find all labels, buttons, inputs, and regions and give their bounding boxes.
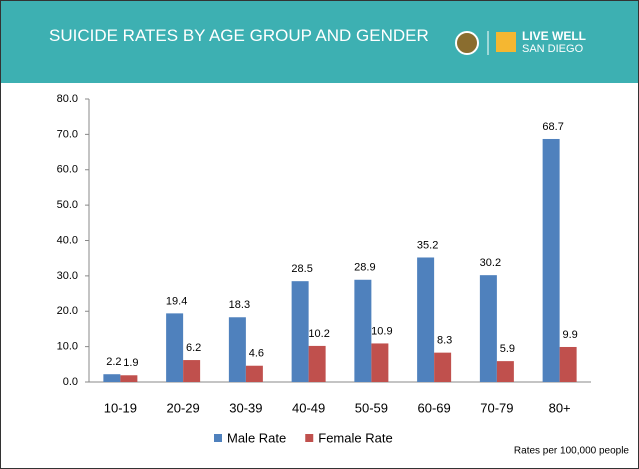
data-label: 6.2 [186,342,201,354]
bar [371,343,389,382]
data-label: 10.9 [371,325,392,337]
legend-swatch [214,434,222,442]
bar [120,375,138,382]
bar [291,281,309,382]
data-label: 4.6 [249,348,264,360]
logo-icon [496,32,516,52]
data-label: 9.9 [562,329,577,341]
bar [228,317,246,382]
data-label: 5.9 [500,343,515,355]
y-tick-label: 10.0 [57,341,78,353]
y-tick-label: 50.0 [57,199,78,211]
y-tick-label: 20.0 [57,305,78,317]
bar [103,374,121,382]
bar [308,345,326,382]
bar [542,138,560,382]
data-label: 8.3 [437,335,452,347]
bar [166,313,184,382]
bar [354,279,372,382]
bar [417,257,435,382]
bar [496,361,514,382]
legend-label: Male Rate [227,430,286,445]
x-tick-label: 60-69 [418,400,451,415]
y-tick-label: 70.0 [57,128,78,140]
note: Rates per 100,000 people [514,446,630,457]
data-label: 2.2 [106,356,121,368]
header: SUICIDE RATES BY AGE GROUP AND GENDER [1,1,638,83]
data-label: 19.4 [166,295,187,307]
x-tick-label: 30-39 [229,400,262,415]
data-label: 35.2 [417,239,438,251]
data-label: 68.7 [542,121,563,133]
bar [183,360,201,382]
x-tick-label: 20-29 [167,400,200,415]
y-tick-label: 60.0 [57,164,78,176]
logo-text: SAN DIEGO [522,43,584,55]
data-label: 10.2 [308,328,329,340]
x-tick-label: 80+ [549,400,571,415]
y-tick-label: 30.0 [57,270,78,282]
x-tick-label: 70-79 [480,400,513,415]
legend-label: Female Rate [318,430,392,445]
bar [434,352,452,382]
data-label: 28.9 [354,262,375,274]
bar [559,346,577,382]
y-tick-label: 40.0 [57,234,78,246]
data-label: 28.5 [291,263,312,275]
x-tick-label: 50-59 [355,400,388,415]
data-label: 1.9 [123,357,138,369]
logo-text: LIVE WELL [522,29,586,43]
bar [245,365,263,382]
x-tick-label: 40-49 [292,400,325,415]
chart-title: SUICIDE RATES BY AGE GROUP AND GENDER [49,26,429,45]
legend-swatch [305,434,314,442]
y-tick-label: 0.0 [63,376,78,388]
seal-icon [455,31,479,55]
data-label: 18.3 [229,299,250,311]
bar [479,275,497,382]
data-label: 30.2 [480,257,501,269]
x-tick-label: 10-19 [104,400,137,415]
y-tick-label: 80.0 [57,93,78,105]
